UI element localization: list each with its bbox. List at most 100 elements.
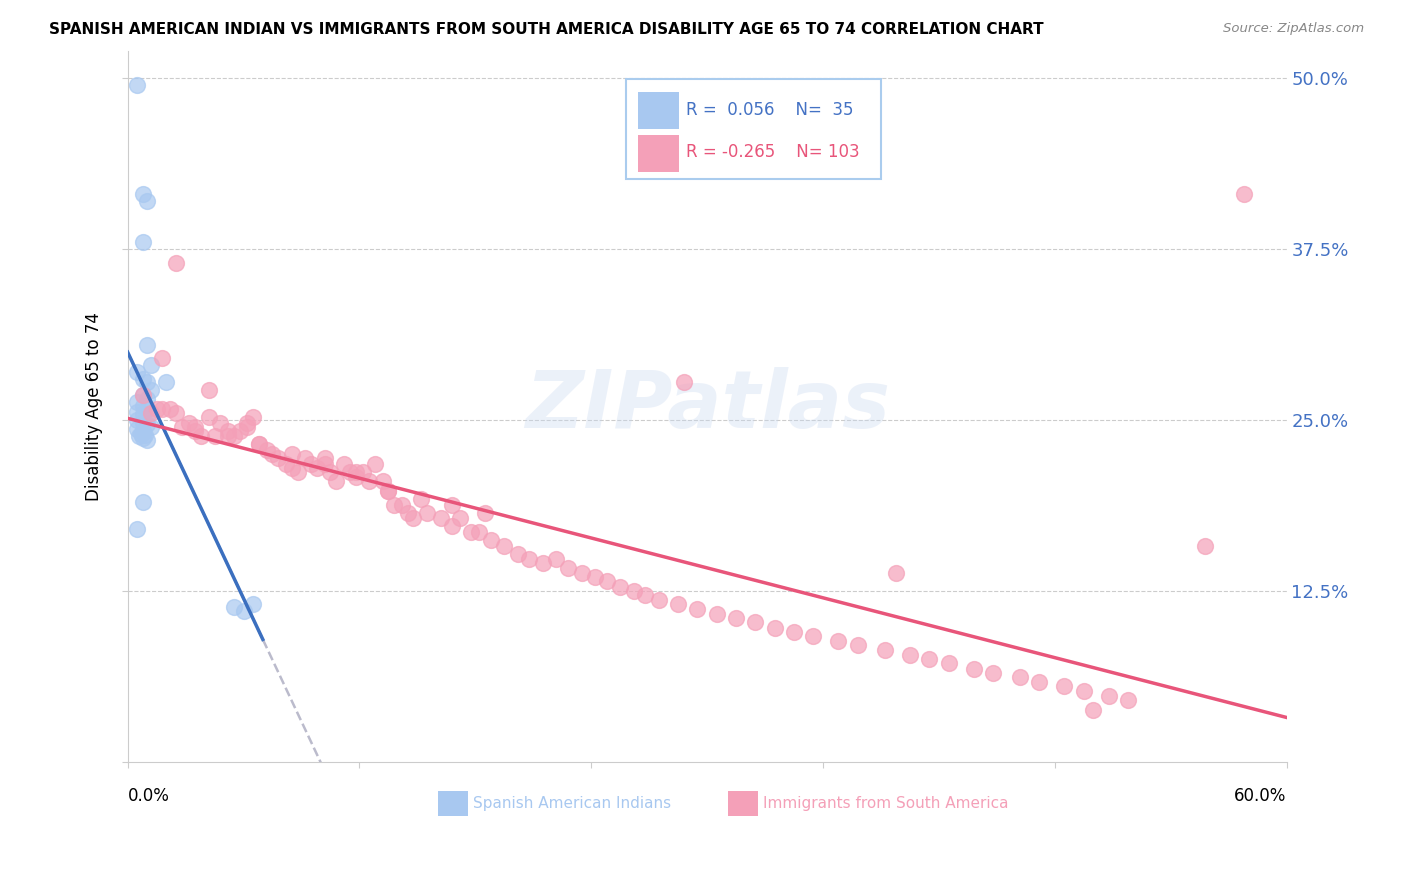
Point [531, 557, 554, 571]
Point [827, 634, 849, 648]
Point [846, 639, 869, 653]
Point [184, 424, 207, 438]
Point [127, 422, 149, 436]
Point [333, 457, 356, 471]
Point [165, 406, 187, 420]
Point [595, 574, 617, 589]
Point [981, 665, 1004, 680]
Point [938, 657, 960, 671]
Point [190, 429, 212, 443]
Point [155, 375, 177, 389]
Point [197, 410, 219, 425]
Point [634, 588, 657, 602]
Point [197, 383, 219, 397]
Text: 60.0%: 60.0% [1234, 787, 1286, 805]
FancyBboxPatch shape [439, 791, 468, 816]
Point [139, 419, 162, 434]
Text: Immigrants from South America: Immigrants from South America [762, 797, 1008, 811]
Point [352, 465, 374, 479]
Point [377, 483, 399, 498]
Point [129, 426, 152, 441]
Point [429, 511, 451, 525]
Point [242, 598, 264, 612]
Text: 0.0%: 0.0% [128, 787, 170, 805]
Point [1233, 187, 1256, 202]
Point [217, 429, 239, 443]
Point [519, 552, 541, 566]
Point [763, 621, 786, 635]
Point [319, 465, 342, 479]
Text: Spanish American Indians: Spanish American Indians [472, 797, 671, 811]
Point [132, 388, 155, 402]
Point [460, 524, 482, 539]
Text: R =  0.056    N=  35: R = 0.056 N= 35 [686, 101, 853, 119]
Point [623, 583, 645, 598]
Point [217, 424, 239, 438]
Point [127, 365, 149, 379]
Point [411, 492, 433, 507]
Point [744, 615, 766, 630]
FancyBboxPatch shape [637, 92, 679, 128]
Point [963, 662, 986, 676]
Point [139, 383, 162, 397]
Text: ZIPatlas: ZIPatlas [524, 368, 890, 445]
Point [165, 255, 187, 269]
Point [132, 388, 155, 402]
Point [609, 580, 631, 594]
Point [287, 465, 309, 479]
Point [274, 457, 297, 471]
Point [184, 419, 207, 434]
Point [247, 437, 270, 451]
Point [391, 498, 413, 512]
Point [783, 624, 806, 639]
Point [236, 419, 259, 434]
Point [1116, 693, 1139, 707]
Point [918, 652, 941, 666]
Point [468, 524, 491, 539]
Point [672, 375, 695, 389]
Point [135, 434, 157, 448]
Point [396, 506, 419, 520]
Point [314, 457, 336, 471]
Point [139, 406, 162, 420]
Point [132, 431, 155, 445]
Point [371, 475, 394, 489]
Point [222, 429, 245, 443]
Point [132, 187, 155, 202]
Point [242, 410, 264, 425]
Point [1053, 680, 1076, 694]
Point [1098, 689, 1121, 703]
Point [294, 451, 316, 466]
Point [150, 401, 173, 416]
Point [267, 451, 290, 466]
Point [339, 465, 361, 479]
Point [132, 372, 155, 386]
Text: SPANISH AMERICAN INDIAN VS IMMIGRANTS FROM SOUTH AMERICA DISABILITY AGE 65 TO 74: SPANISH AMERICAN INDIAN VS IMMIGRANTS FR… [49, 22, 1043, 37]
Point [132, 416, 155, 430]
Point [873, 642, 896, 657]
Point [344, 465, 367, 479]
Point [571, 566, 593, 580]
Point [127, 404, 149, 418]
Point [170, 419, 193, 434]
Point [1028, 675, 1050, 690]
Point [128, 429, 150, 443]
FancyBboxPatch shape [626, 79, 882, 178]
Point [281, 447, 304, 461]
Point [127, 395, 149, 409]
Point [706, 607, 728, 621]
Point [228, 424, 250, 438]
Point [132, 235, 155, 249]
Point [402, 511, 425, 525]
Point [305, 460, 328, 475]
Point [127, 522, 149, 536]
Point [441, 498, 464, 512]
Point [222, 600, 245, 615]
Point [801, 629, 824, 643]
FancyBboxPatch shape [728, 791, 758, 816]
Point [666, 598, 689, 612]
Point [135, 392, 157, 407]
Point [357, 475, 380, 489]
Point [135, 410, 157, 425]
Point [898, 648, 921, 662]
